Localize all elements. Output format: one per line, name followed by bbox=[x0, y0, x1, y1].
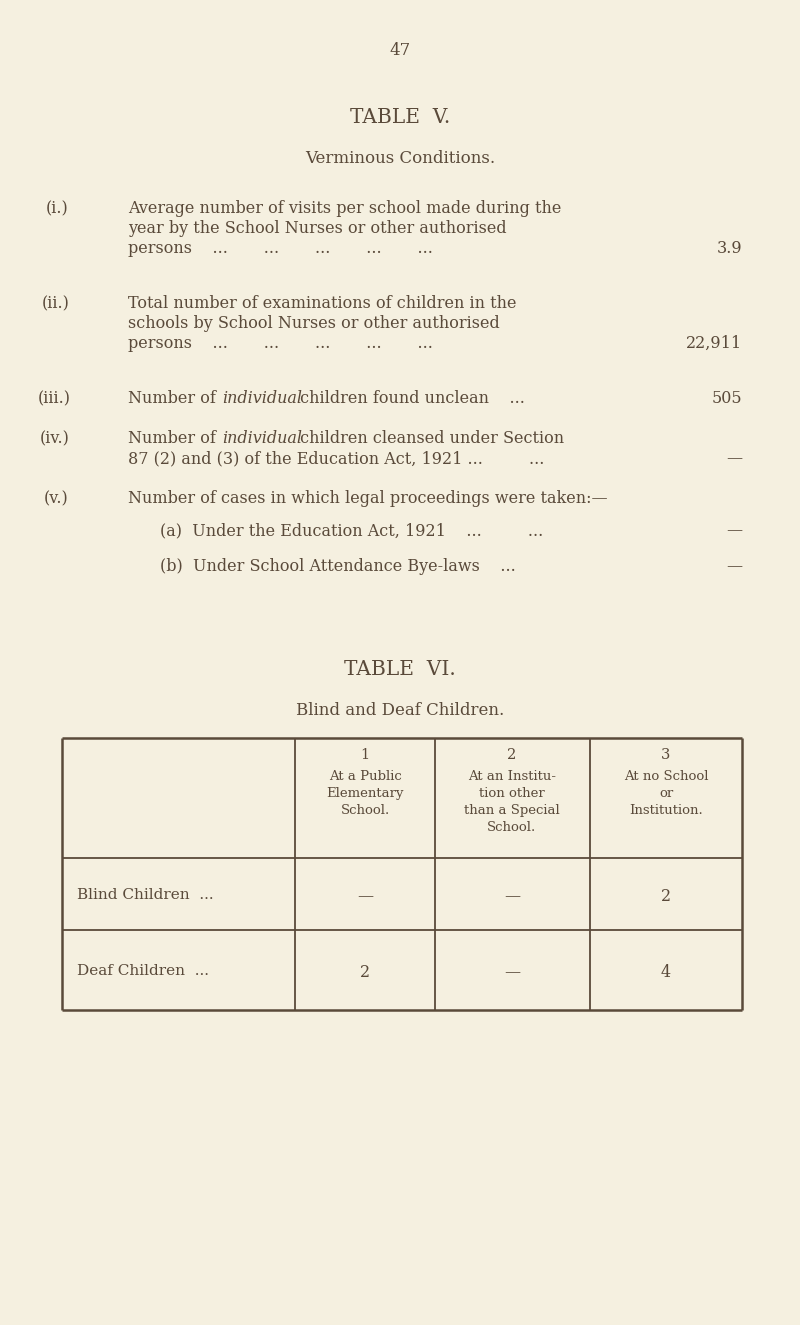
Text: Institution.: Institution. bbox=[629, 804, 703, 818]
Text: children cleansed under Section: children cleansed under Section bbox=[295, 431, 564, 447]
Text: Blind Children  ...: Blind Children ... bbox=[77, 888, 214, 902]
Text: Total number of examinations of children in the: Total number of examinations of children… bbox=[128, 295, 517, 311]
Text: At no School: At no School bbox=[624, 770, 708, 783]
Text: Deaf Children  ...: Deaf Children ... bbox=[77, 965, 209, 978]
Text: (iv.): (iv.) bbox=[40, 431, 70, 447]
Text: —: — bbox=[504, 965, 520, 980]
Text: persons    ...       ...       ...       ...       ...: persons ... ... ... ... ... bbox=[128, 335, 433, 352]
Text: 47: 47 bbox=[390, 42, 410, 60]
Text: (ii.): (ii.) bbox=[42, 295, 70, 311]
Text: (a)  Under the Education Act, 1921    ...         ...: (a) Under the Education Act, 1921 ... ..… bbox=[160, 522, 543, 539]
Text: schools by School Nurses or other authorised: schools by School Nurses or other author… bbox=[128, 315, 500, 333]
Text: —: — bbox=[726, 558, 742, 575]
Text: individual: individual bbox=[222, 390, 302, 407]
Text: TABLE  V.: TABLE V. bbox=[350, 109, 450, 127]
Text: (i.): (i.) bbox=[46, 200, 69, 217]
Text: At an Institu-: At an Institu- bbox=[468, 770, 556, 783]
Text: 2: 2 bbox=[507, 749, 517, 762]
Text: 3: 3 bbox=[662, 749, 670, 762]
Text: 4: 4 bbox=[661, 965, 671, 980]
Text: School.: School. bbox=[340, 804, 390, 818]
Text: 87 (2) and (3) of the Education Act, 1921 ...         ...: 87 (2) and (3) of the Education Act, 192… bbox=[128, 451, 544, 466]
Text: Blind and Deaf Children.: Blind and Deaf Children. bbox=[296, 702, 504, 719]
Text: —: — bbox=[357, 888, 373, 905]
Text: than a Special: than a Special bbox=[464, 804, 560, 818]
Text: Number of cases in which legal proceedings were taken:—: Number of cases in which legal proceedin… bbox=[128, 490, 608, 507]
Text: —: — bbox=[726, 451, 742, 466]
Text: or: or bbox=[659, 787, 673, 800]
Text: School.: School. bbox=[487, 822, 537, 833]
Text: (iii.): (iii.) bbox=[38, 390, 71, 407]
Text: Average number of visits per school made during the: Average number of visits per school made… bbox=[128, 200, 562, 217]
Text: 2: 2 bbox=[661, 888, 671, 905]
Text: (v.): (v.) bbox=[44, 490, 69, 507]
Text: children found unclean    ...: children found unclean ... bbox=[295, 390, 525, 407]
Text: —: — bbox=[726, 522, 742, 539]
Text: Verminous Conditions.: Verminous Conditions. bbox=[305, 150, 495, 167]
Text: (b)  Under School Attendance Bye-laws    ...: (b) Under School Attendance Bye-laws ... bbox=[160, 558, 516, 575]
Text: Number of: Number of bbox=[128, 390, 221, 407]
Text: Elementary: Elementary bbox=[326, 787, 404, 800]
Text: 3.9: 3.9 bbox=[716, 240, 742, 257]
Text: —: — bbox=[504, 888, 520, 905]
Text: 2: 2 bbox=[360, 965, 370, 980]
Text: 1: 1 bbox=[361, 749, 370, 762]
Text: TABLE  VI.: TABLE VI. bbox=[344, 660, 456, 678]
Text: 22,911: 22,911 bbox=[686, 335, 742, 352]
Text: Number of: Number of bbox=[128, 431, 221, 447]
Text: year by the School Nurses or other authorised: year by the School Nurses or other autho… bbox=[128, 220, 506, 237]
Text: tion other: tion other bbox=[479, 787, 545, 800]
Text: persons    ...       ...       ...       ...       ...: persons ... ... ... ... ... bbox=[128, 240, 433, 257]
Text: At a Public: At a Public bbox=[329, 770, 402, 783]
Text: individual: individual bbox=[222, 431, 302, 447]
Text: 505: 505 bbox=[711, 390, 742, 407]
